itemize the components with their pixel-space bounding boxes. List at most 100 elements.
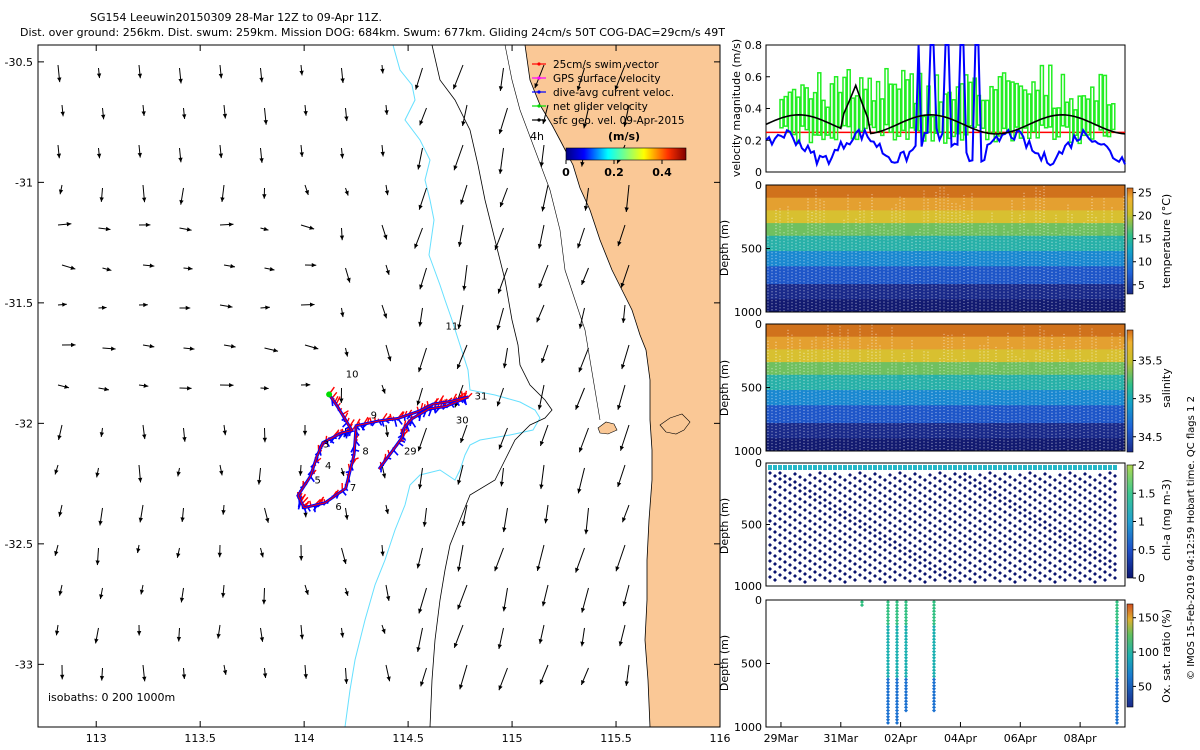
chla-point <box>943 562 947 566</box>
chla-point <box>1053 494 1057 498</box>
oxygen-point <box>886 634 890 639</box>
geo-vector-head <box>189 346 195 351</box>
chla-point-surface <box>1108 465 1112 470</box>
geo-vector-head <box>227 304 233 309</box>
geo-vector <box>620 424 630 451</box>
chla-point <box>828 539 832 543</box>
chla-point <box>1063 524 1067 528</box>
chla-point <box>1063 484 1067 488</box>
chla-point <box>1043 550 1047 554</box>
chla-point <box>1068 479 1072 483</box>
chla-point <box>1093 542 1097 546</box>
chla-point <box>823 552 827 556</box>
net-velocity-bar <box>1081 95 1087 137</box>
chla-point <box>948 549 952 553</box>
map-x-axis: 113 113.5 114 114.5 115 115.5 116 <box>86 45 731 745</box>
geo-vector-head <box>263 119 268 125</box>
cbar-tick-label: 1.5 <box>1138 487 1156 500</box>
chla-point <box>1038 523 1042 527</box>
chla-point <box>908 571 912 575</box>
oxygen-point <box>895 621 899 626</box>
chla-point <box>883 526 887 530</box>
chla-point <box>918 491 922 495</box>
chla-point <box>993 496 997 500</box>
chla-point <box>1028 503 1032 507</box>
oxygen-point <box>886 702 890 707</box>
chla-point <box>978 543 982 547</box>
chla-point <box>933 492 937 496</box>
map-y-axis: -30.5-31-31.5-32-32.5-33 <box>5 56 720 671</box>
chla-point <box>778 485 782 489</box>
chla-point <box>993 504 997 508</box>
chla-point <box>878 569 882 573</box>
chla-point <box>853 538 857 542</box>
geo-vector-head <box>222 670 228 675</box>
chla-point <box>808 535 812 539</box>
chla-point-surface <box>978 465 982 470</box>
chla-point <box>918 499 922 503</box>
oxygen-point <box>886 606 890 611</box>
map-y-tick-label: -32.5 <box>5 538 33 551</box>
chla-point <box>953 512 957 516</box>
chla-point <box>838 513 842 517</box>
chla-point <box>888 529 892 533</box>
chla-point <box>898 549 902 553</box>
chla-point <box>1033 520 1037 524</box>
chla-point <box>828 531 832 535</box>
chla-point <box>918 507 922 511</box>
chla-point <box>813 484 817 488</box>
geo-vector-head <box>420 681 425 687</box>
geo-vector-head <box>339 153 345 159</box>
oxygen-point <box>904 646 908 651</box>
geo-vector-head <box>137 477 143 483</box>
geo-vector-head <box>619 445 625 451</box>
chla-point <box>823 568 827 572</box>
salinity-band <box>766 405 1125 424</box>
chla-point <box>893 570 897 574</box>
chla-point <box>903 498 907 502</box>
geo-vector-head <box>536 317 541 323</box>
geo-vector-head <box>381 628 386 634</box>
chla-point <box>1043 488 1047 492</box>
chla-point <box>938 511 942 515</box>
oxygen-point <box>932 671 936 676</box>
chla-point <box>958 571 962 575</box>
oxygen-point <box>895 671 899 676</box>
oxygen-point <box>895 665 899 670</box>
chla-point <box>978 535 982 539</box>
chla-point <box>1113 538 1117 542</box>
chla-point <box>1103 556 1107 560</box>
chla-point <box>933 548 937 552</box>
net-velocity-bar <box>985 99 990 141</box>
chla-point <box>888 575 892 579</box>
net-velocity-bar <box>909 73 914 129</box>
geo-vector-head <box>187 386 192 391</box>
chla-point <box>1073 538 1077 542</box>
legend-item-label: sfc geo. vel. 09-Apr-2015 <box>553 115 685 127</box>
net-velocity-bar <box>1085 98 1091 136</box>
chla-point <box>953 568 957 572</box>
chla-point <box>988 471 992 475</box>
geo-vector-head <box>304 189 309 195</box>
chla-point <box>908 485 912 489</box>
oxygen-point <box>895 689 899 694</box>
geo-vector-head <box>416 400 421 406</box>
chla-point <box>953 504 957 508</box>
chla-point <box>938 519 942 523</box>
oxygen-point <box>904 668 908 673</box>
net-velocity-bar <box>959 83 965 141</box>
geo-vector-head <box>457 604 462 610</box>
chla-point-surface <box>833 465 837 470</box>
chla-point <box>973 564 977 568</box>
chla-point <box>948 501 952 505</box>
chla-point <box>968 489 972 493</box>
chla-point <box>1078 533 1082 537</box>
chla-point <box>913 558 917 562</box>
chla-point <box>793 494 797 498</box>
cbar-tick-label: 0 <box>562 166 570 179</box>
oxygen-point <box>904 693 908 697</box>
chla-point <box>1063 532 1067 536</box>
chla-point <box>1063 570 1067 574</box>
chla-point <box>1068 487 1072 491</box>
chla-point <box>863 522 867 526</box>
